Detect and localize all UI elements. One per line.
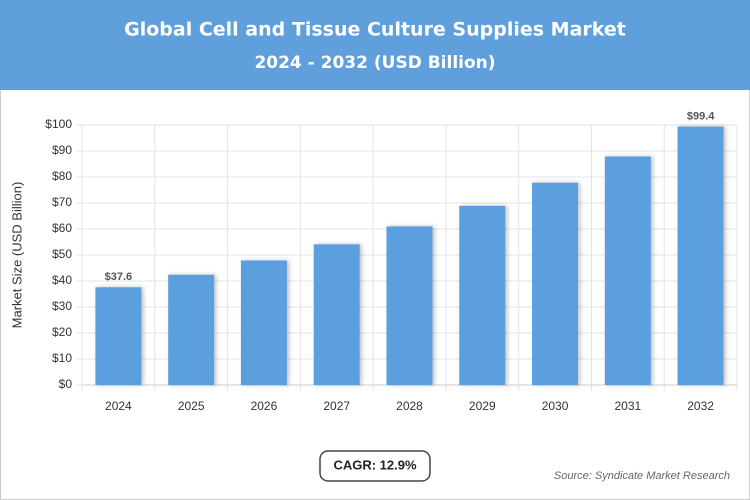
y-tick-label: $80 [52, 169, 72, 183]
bar [168, 274, 215, 385]
value-label: $37.6 [105, 271, 133, 283]
cagr-label: CAGR: 12.9% [333, 457, 417, 472]
x-tick-label: 2031 [614, 399, 641, 413]
x-tick-label: 2029 [469, 399, 496, 413]
x-tick-label: 2027 [323, 399, 350, 413]
y-tick-label: $60 [52, 221, 72, 235]
y-tick-label: $20 [52, 325, 72, 339]
y-tick-label: $50 [52, 247, 72, 261]
bar [532, 182, 579, 385]
bar [95, 287, 142, 385]
value-label: $99.4 [687, 110, 715, 122]
bar [459, 205, 506, 385]
bar [313, 244, 360, 385]
chart-title: Global Cell and Tissue Culture Supplies … [124, 19, 626, 41]
bar [240, 260, 287, 385]
x-tick-label: 2025 [178, 399, 205, 413]
x-tick-label: 2026 [251, 399, 278, 413]
y-tick-label: $0 [59, 377, 73, 391]
y-tick-label: $10 [52, 351, 72, 365]
x-tick-label: 2030 [542, 399, 569, 413]
y-tick-label: $30 [52, 299, 72, 313]
header [0, 0, 750, 90]
chart-subtitle: 2024 - 2032 (USD Billion) [254, 53, 495, 73]
y-tick-label: $100 [45, 117, 72, 131]
y-tick-label: $70 [52, 195, 72, 209]
cagr-box [319, 450, 431, 482]
bar [677, 126, 724, 385]
x-tick-label: 2024 [105, 399, 132, 413]
y-axis-label: Market Size (USD Billion) [9, 182, 24, 329]
bar [386, 226, 433, 385]
x-tick-label: 2028 [396, 399, 423, 413]
source: Source: Syndicate Market Research [554, 470, 730, 482]
bar [604, 156, 651, 385]
y-tick-label: $40 [52, 273, 72, 287]
y-tick-label: $90 [52, 143, 72, 157]
x-tick-label: 2032 [687, 399, 714, 413]
